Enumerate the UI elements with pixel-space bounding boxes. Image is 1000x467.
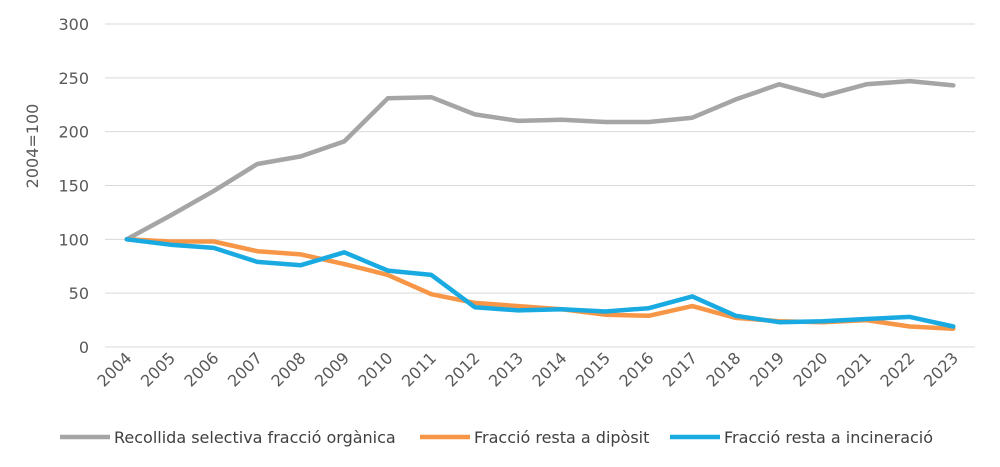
- x-tick-label: 2022: [876, 348, 918, 390]
- x-tick-label: 2004: [93, 348, 135, 390]
- legend-label: Fracció resta a dipòsit: [474, 428, 649, 447]
- y-axis-ticks: 0 50 100 150 200 250 300: [58, 15, 89, 357]
- x-tick-label: 2009: [311, 348, 353, 390]
- x-tick-label: 2017: [659, 348, 701, 390]
- x-tick-label: 2023: [920, 348, 962, 390]
- y-tick-label: 100: [58, 230, 89, 249]
- x-tick-label: 2014: [528, 348, 570, 390]
- x-tick-label: 2016: [615, 348, 657, 390]
- x-tick-label: 2006: [180, 348, 222, 390]
- x-tick-label: 2018: [702, 348, 744, 390]
- series-lines: [124, 78, 956, 331]
- x-tick-label: 2012: [441, 348, 483, 390]
- y-tick-label: 200: [58, 123, 89, 142]
- x-tick-label: 2020: [789, 348, 831, 390]
- y-tick-label: 250: [58, 69, 89, 88]
- x-tick-label: 2013: [485, 348, 527, 390]
- x-tick-label: 2015: [572, 348, 614, 390]
- y-tick-label: 50: [69, 284, 89, 303]
- series-line: [124, 237, 956, 331]
- x-tick-label: 2007: [224, 348, 266, 390]
- y-tick-label: 300: [58, 15, 89, 34]
- gridlines: [105, 23, 975, 294]
- x-tick-label: 2019: [746, 348, 788, 390]
- series-line: [124, 78, 956, 242]
- legend-label: Fracció resta a incineració: [724, 428, 933, 447]
- x-tick-label: 2021: [833, 348, 875, 390]
- x-tick-label: 2005: [137, 348, 179, 390]
- x-tick-label: 2011: [398, 348, 440, 390]
- y-axis-title: 2004=100: [23, 104, 42, 189]
- y-tick-label: 0: [79, 338, 89, 357]
- legend: Recollida selectiva fracció orgànica Frac…: [60, 428, 933, 447]
- x-tick-label: 2010: [354, 348, 396, 390]
- x-tick-label: 2008: [267, 348, 309, 390]
- x-axis-ticks: 2004 2005 2006 2007 2008 2009 2010 2011 2012 2013…: [93, 348, 962, 390]
- legend-label: Recollida selectiva fracció orgànica: [114, 428, 396, 447]
- y-tick-label: 150: [58, 177, 89, 196]
- series-line: [124, 237, 956, 329]
